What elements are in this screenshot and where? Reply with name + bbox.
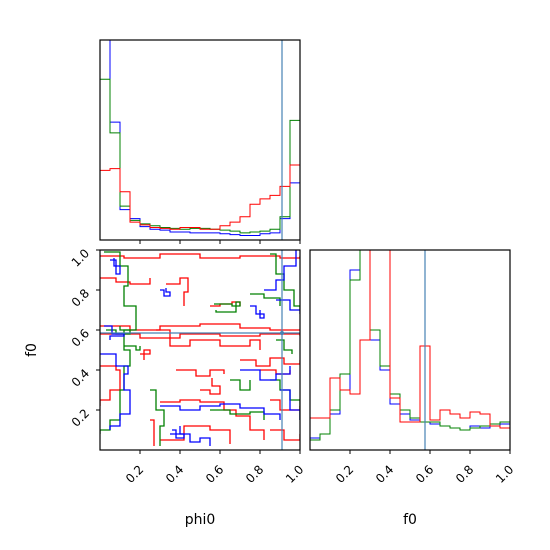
contour-series-2-line-6 — [170, 433, 211, 446]
contour-series-0-line-9 — [200, 378, 221, 395]
f0-hist-xtick-label-1: 0.4 — [373, 462, 396, 485]
contour-series-0-line-17 — [270, 429, 300, 441]
contour-series-0-line-16 — [270, 399, 300, 411]
y-axis-label-f0: f0 — [24, 343, 40, 357]
contour-series-1-line-1 — [270, 253, 300, 310]
contour-series-2-line-0 — [110, 258, 121, 275]
joint-xtick-label-2: 0.6 — [203, 462, 226, 485]
contour-series-1-line-7 — [250, 293, 281, 306]
f0-hist-xtick-label-3: 0.8 — [453, 462, 476, 485]
joint-contour-frame — [99, 249, 301, 451]
contour-series-2-line-8 — [264, 250, 297, 291]
contour-series-2-line-4 — [172, 426, 185, 439]
f0-histogram-frame — [309, 249, 511, 451]
phi0-histogram-frame — [99, 39, 301, 241]
contour-series-0-line-2 — [166, 277, 189, 306]
f0-hist-xtick-label-4: 1.0 — [493, 462, 516, 485]
contour-series-0-line-10 — [100, 365, 121, 406]
contour-series-2-line-9 — [240, 366, 291, 381]
joint-xtick-label-1: 0.4 — [163, 462, 186, 485]
contour-series-0-line-4 — [100, 323, 300, 331]
contour-series-0-line-7 — [140, 349, 151, 360]
joint-ytick-label-3: 0.8 — [69, 286, 92, 309]
contour-series-1-line-0 — [100, 251, 137, 434]
contour-series-2-line-10 — [280, 389, 300, 420]
contour-series-2-line-1 — [104, 325, 125, 340]
x-axis-label-f0: f0 — [403, 512, 417, 528]
contour-series-1-line-9 — [276, 339, 293, 354]
contour-series-2-line-3 — [160, 288, 171, 297]
joint-contour-panel: phi0 f0 0.2 0.4 0.6 0.8 1.0 0.2 0.4 0.6 0.8 1.0 — [24, 246, 306, 528]
contour-series-1-line-10 — [230, 379, 251, 391]
contour-series-2-line-5 — [160, 403, 281, 420]
contour-series-1-line-5 — [210, 409, 265, 420]
contour-series-1-line-4 — [150, 389, 165, 446]
contour-series-0-line-0 — [100, 253, 300, 259]
contour-series-0-line-5 — [100, 333, 300, 339]
x-axis-label-phi0: phi0 — [185, 512, 216, 528]
contour-series-0-line-8 — [176, 369, 225, 377]
contour-series-1-line-3 — [124, 345, 141, 351]
contour-series-1-line-6 — [214, 301, 241, 313]
contour-series-2-line-11 — [276, 299, 300, 314]
joint-ytick-label-1: 0.4 — [69, 366, 92, 389]
contour-series-0-line-11 — [240, 357, 300, 367]
f0-hist-series-2 — [310, 250, 510, 450]
contour-series-0-line-1 — [100, 277, 151, 285]
joint-xtick-label-0: 0.2 — [123, 462, 146, 485]
contour-series-0-line-14 — [160, 425, 231, 444]
contour-series-2-line-7 — [250, 305, 265, 319]
f0-histogram-panel: f0 0.2 0.4 0.6 0.8 1.0 — [309, 249, 516, 528]
contour-series-2-line-2 — [100, 353, 131, 430]
joint-ytick-label-0: 0.2 — [69, 406, 92, 429]
joint-xtick-label-3: 0.8 — [243, 462, 266, 485]
f0-hist-xtick-label-0: 0.2 — [333, 462, 356, 485]
joint-truth-point — [280, 331, 284, 335]
contour-series-0-line-15 — [150, 419, 155, 446]
f0-hist-xtick-label-2: 0.6 — [413, 462, 436, 485]
contour-series-1-line-2 — [106, 326, 131, 335]
contour-series-0-line-6 — [156, 329, 261, 350]
phi0-hist-series-2 — [100, 164, 300, 240]
joint-xtick-label-4: 1.0 — [283, 462, 306, 485]
phi0-histogram-panel — [99, 39, 301, 244]
joint-ytick-label-2: 0.6 — [69, 326, 92, 349]
joint-ytick-label-4: 1.0 — [69, 246, 92, 269]
